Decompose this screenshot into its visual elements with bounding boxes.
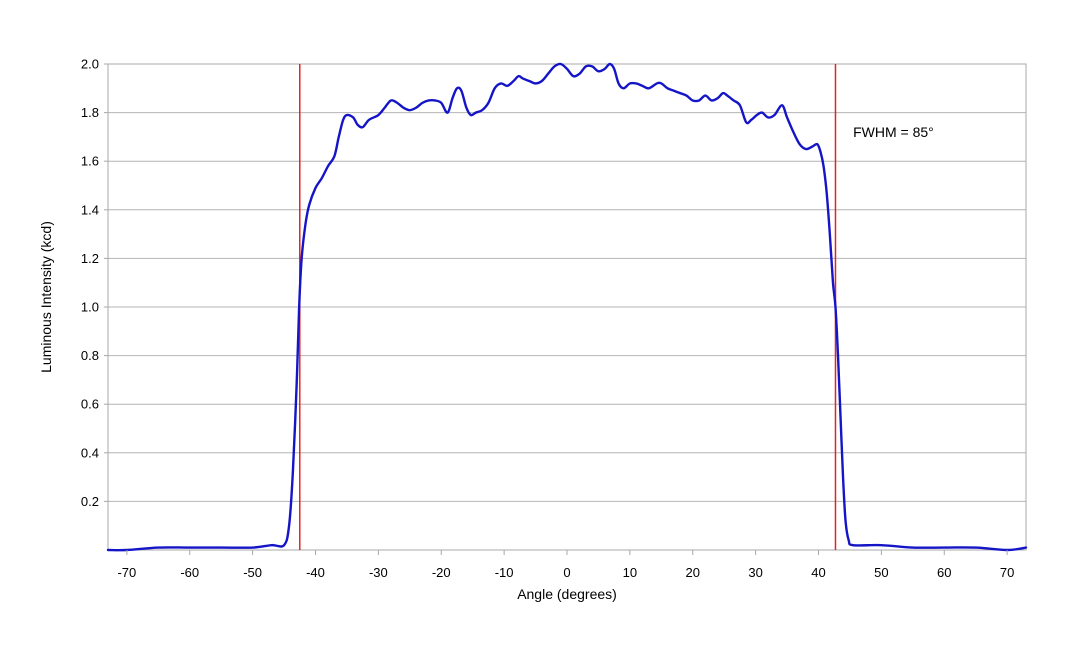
x-tick-label: -30	[369, 565, 388, 580]
x-tick-label: -70	[117, 565, 136, 580]
y-tick-label: 0.6	[81, 397, 99, 412]
y-tick-label: 1.0	[81, 300, 99, 315]
x-tick-label: 30	[748, 565, 762, 580]
y-axis-ticks: 0.2 0.4 0.6 0.8 1.0 1.2 1.4 1.6 1.8 2.0	[81, 57, 108, 509]
x-tick-label: 10	[623, 565, 637, 580]
x-tick-label: -50	[243, 565, 262, 580]
y-tick-label: 1.2	[81, 251, 99, 266]
x-tick-label: 60	[937, 565, 951, 580]
y-tick-label: 0.2	[81, 494, 99, 509]
x-tick-label: -40	[306, 565, 325, 580]
x-tick-label: -10	[495, 565, 514, 580]
x-tick-label: -20	[432, 565, 451, 580]
x-tick-label: 50	[874, 565, 888, 580]
x-axis-title: Angle (degrees)	[517, 586, 617, 602]
y-tick-label: 1.4	[81, 202, 99, 217]
y-tick-label: 0.8	[81, 348, 99, 363]
x-tick-label: 0	[563, 565, 570, 580]
fwhm-annotation: FWHM = 85°	[853, 124, 934, 140]
y-tick-label: 0.4	[81, 445, 99, 460]
intensity-curve	[106, 62, 1028, 552]
x-tick-label: 70	[1000, 565, 1014, 580]
x-tick-label: 20	[686, 565, 700, 580]
y-axis-title: Luminous Intensity (kcd)	[38, 221, 54, 373]
y-tick-label: 2.0	[81, 57, 99, 72]
series-layer	[106, 62, 1028, 552]
y-tick-label: 1.6	[81, 154, 99, 169]
annotations: FWHM = 85°	[853, 124, 934, 140]
x-tick-label: -60	[180, 565, 199, 580]
x-tick-label: 40	[811, 565, 825, 580]
x-axis-ticks: -70 -60 -50 -40 -30 -20 -10 0 10 20 30 40 50 60 70	[117, 550, 1014, 580]
y-tick-label: 1.8	[81, 105, 99, 120]
